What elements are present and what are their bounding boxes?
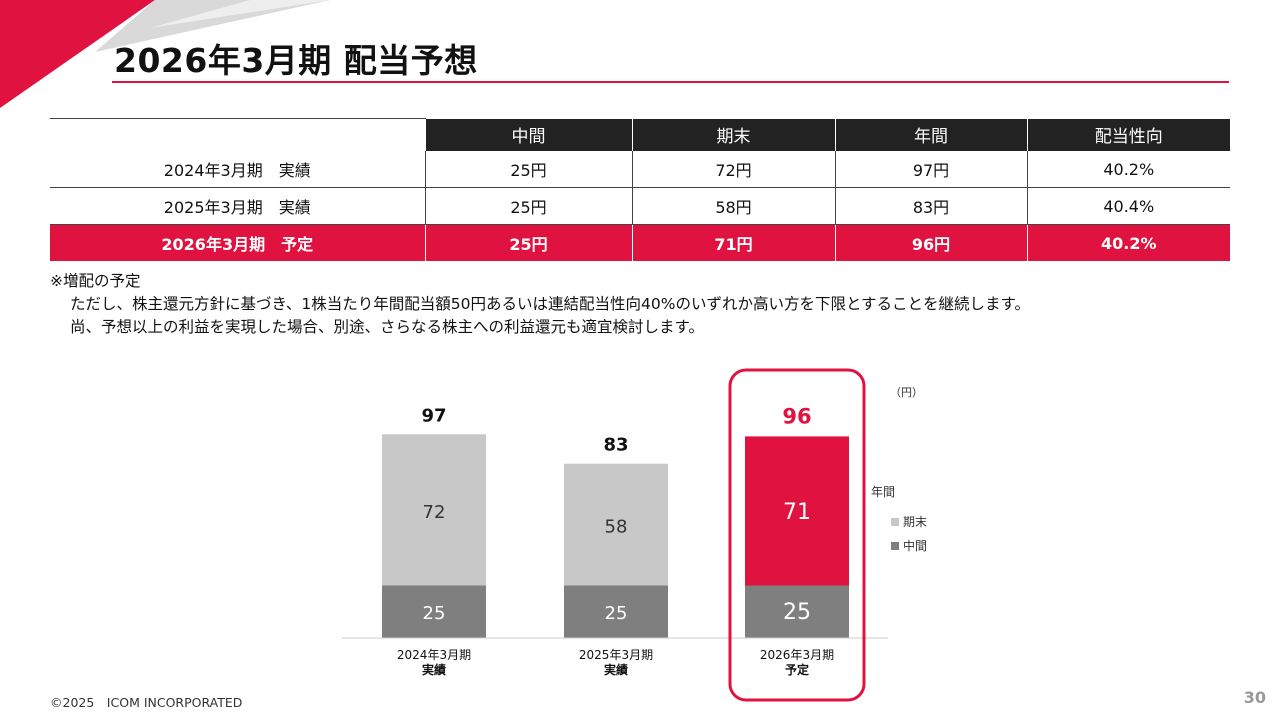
legend-swatch-year-end bbox=[891, 518, 899, 526]
cell-interim: 25円 bbox=[424, 187, 632, 225]
cell-interim: 25円 bbox=[424, 224, 632, 261]
cell-annual: 96円 bbox=[834, 224, 1027, 261]
data-label-year-end: 58 bbox=[605, 517, 628, 538]
bar-year-end bbox=[745, 436, 849, 586]
corner-decoration bbox=[0, 0, 330, 108]
note-heading: ※増配の予定 bbox=[50, 272, 141, 290]
page-title: 2026年3月期 配当予想 bbox=[114, 41, 478, 80]
cell-payout: 40.2% bbox=[1026, 151, 1230, 188]
cell-year-end: 58円 bbox=[631, 187, 835, 225]
cell-year-end: 72円 bbox=[631, 151, 835, 188]
data-label-total: 96 bbox=[782, 404, 811, 428]
tick-label: 2025年3月期 bbox=[579, 648, 653, 662]
legend-total-label: 年間 bbox=[871, 485, 895, 499]
cell-payout: 40.2% bbox=[1026, 224, 1230, 261]
table-row: 2025年3月期 実績 25円 58円 83円 40.4% bbox=[50, 187, 1230, 225]
tick-label: 2024年3月期 bbox=[397, 648, 471, 662]
note-line: ただし、株主還元方針に基づき、1株当たり年間配当額50円あるいは連結配当性向40… bbox=[70, 295, 1030, 313]
table-row: 2024年3月期 実績 25円 72円 97円 40.2% bbox=[50, 151, 1230, 188]
data-label-total: 83 bbox=[603, 435, 628, 456]
notes: ※増配の予定 ただし、株主還元方針に基づき、1株当たり年間配当額50円あるいは連… bbox=[50, 270, 1030, 339]
data-label-interim: 25 bbox=[605, 603, 628, 624]
data-label-year-end: 72 bbox=[423, 502, 446, 523]
bar-year-end bbox=[382, 434, 486, 586]
table-header-year-end: 期末 bbox=[631, 118, 835, 151]
data-label-year-end: 71 bbox=[783, 500, 811, 525]
legend-label-interim: 中間 bbox=[903, 538, 927, 553]
bar-interim bbox=[564, 585, 668, 638]
table-header-annual: 年間 bbox=[834, 118, 1027, 151]
bar-interim bbox=[382, 585, 486, 638]
table-header-interim: 中間 bbox=[424, 118, 632, 151]
dividend-table: 中間 期末 年間 配当性向 2024年3月期 実績 25円 72円 97円 40… bbox=[50, 118, 1230, 261]
tick-label-sub: 実績 bbox=[604, 662, 628, 677]
cell-interim: 25円 bbox=[424, 151, 632, 188]
table-header-payout: 配当性向 bbox=[1026, 118, 1230, 151]
table-header-blank bbox=[50, 118, 425, 151]
row-label: 2024年3月期 実績 bbox=[50, 151, 425, 188]
cell-annual: 83円 bbox=[834, 187, 1027, 225]
row-label: 2026年3月期 予定 bbox=[50, 224, 425, 261]
tick-label: 2026年3月期 bbox=[760, 648, 834, 662]
legend-swatch-interim bbox=[891, 542, 899, 550]
table-header-row: 中間 期末 年間 配当性向 bbox=[50, 118, 1230, 151]
cell-payout: 40.4% bbox=[1026, 187, 1230, 225]
cell-year-end: 71円 bbox=[631, 224, 835, 261]
unit-label: （円） bbox=[890, 386, 923, 399]
footer-copyright: ©2025 ICOM INCORPORATED bbox=[50, 695, 243, 710]
tick-label-sub: 実績 bbox=[422, 662, 446, 677]
legend-label-year-end: 期末 bbox=[903, 515, 927, 529]
highlight-frame bbox=[728, 368, 866, 702]
note-line: 尚、予想以上の利益を実現した場合、別途、さらなる株主への利益還元も適宜検討します… bbox=[70, 318, 704, 336]
title-underline bbox=[112, 81, 1229, 83]
page-number: 30 bbox=[1243, 688, 1266, 707]
data-label-total: 97 bbox=[421, 405, 446, 426]
cell-annual: 97円 bbox=[834, 151, 1027, 188]
data-label-interim: 25 bbox=[783, 600, 811, 625]
bar-year-end bbox=[564, 463, 668, 586]
bar-interim bbox=[745, 585, 849, 638]
data-label-interim: 25 bbox=[423, 603, 446, 624]
table-row-highlight: 2026年3月期 予定 25円 71円 96円 40.2% bbox=[50, 224, 1230, 261]
row-label: 2025年3月期 実績 bbox=[50, 187, 425, 225]
tick-label-sub: 予定 bbox=[785, 662, 809, 677]
